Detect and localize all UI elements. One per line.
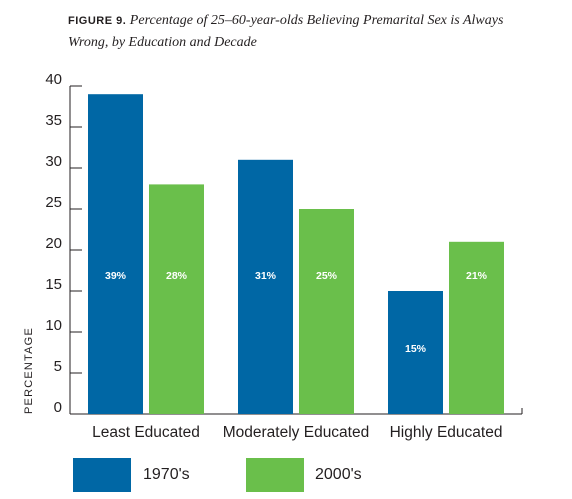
legend-swatch (73, 458, 131, 492)
x-category-label: Least Educated (92, 424, 200, 441)
y-tick-label: 0 (54, 399, 62, 416)
bar-data-label: 15% (405, 343, 427, 355)
bar-2000s-1 (149, 184, 204, 414)
y-tick-label: 15 (45, 276, 62, 293)
legend-label: 2000's (315, 466, 362, 483)
y-tick-label: 5 (54, 358, 62, 375)
y-axis-label: PERCENTAGE (23, 327, 35, 414)
bar-data-label: 21% (466, 270, 488, 282)
x-category-label: Moderately Educated (223, 424, 369, 441)
figure-label: FIGURE 9. (68, 15, 127, 27)
bar-data-label: 28% (166, 270, 188, 282)
chart-axes: 0 5 10 15 20 25 30 35 40 Least Educated Moderately… (45, 71, 523, 441)
y-tick-label: 30 (45, 153, 62, 170)
bar-2000s-2 (299, 209, 354, 414)
chart-title: FIGURE 9. Percentage of 25–60-year-olds … (68, 10, 538, 54)
y-tick-label: 40 (45, 71, 62, 88)
bar-data-label: 39% (105, 270, 127, 282)
bar-1970s-2 (238, 159, 293, 414)
bar-data-label: 31% (255, 270, 277, 282)
y-tick-label: 35 (45, 112, 62, 129)
chart-bars: 39% 28% 31% 25% 15% 21% (88, 94, 504, 414)
bar-1970s-3 (388, 291, 443, 414)
y-tick-label: 25 (45, 194, 62, 211)
legend-swatch (246, 458, 304, 492)
bar-data-label: 25% (316, 270, 338, 282)
x-category-label: Highly Educated (390, 424, 503, 441)
bar-2000s-3 (449, 241, 504, 414)
bar-1970s-1 (88, 94, 143, 414)
y-tick-label: 20 (45, 235, 62, 252)
y-tick-label: 10 (45, 317, 62, 334)
legend-label: 1970's (143, 466, 190, 483)
figure-title: Percentage of 25–60-year-olds Believing … (68, 13, 504, 50)
